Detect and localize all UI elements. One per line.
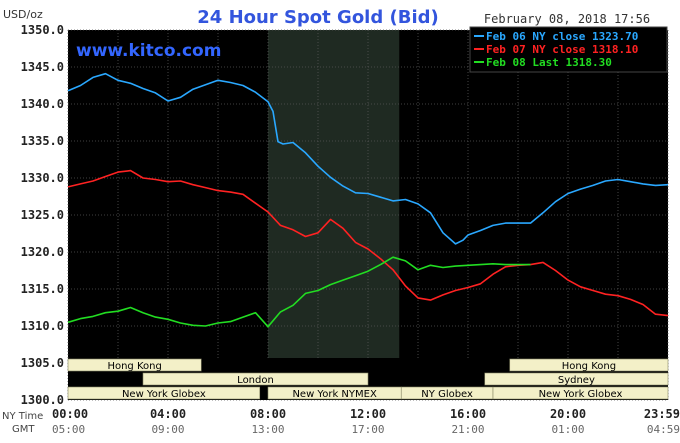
x-tick-label: 04:00: [150, 407, 186, 421]
gmt-tick-label: 21:00: [451, 423, 484, 436]
ny-time-label: NY Time: [2, 411, 43, 422]
series-line-0: [67, 72, 669, 245]
session-bar: [509, 358, 669, 372]
legend-entry-feb06: Feb 06 NY close 1323.70: [486, 30, 638, 43]
watermark: www.kitco.com: [76, 41, 221, 61]
price-series: [67, 72, 669, 328]
session-label: London: [237, 375, 274, 386]
y-tick-label: 1305.0: [21, 356, 64, 370]
session-label: NY Globex: [421, 389, 473, 400]
gmt-tick-label: 17:00: [351, 423, 384, 436]
y-tick-label: 1300.0: [21, 393, 64, 407]
y-tick-label: 1315.0: [21, 282, 64, 296]
x-tick-label: 00:00: [52, 407, 88, 421]
series-line-2: [67, 256, 531, 328]
gmt-tick-label: 13:00: [251, 423, 284, 436]
y-tick-label: 1320.0: [21, 245, 64, 259]
gmt-tick-label: 04:59: [647, 423, 680, 436]
legend-entry-feb08: Feb 08 Last 1318.30: [486, 56, 612, 69]
gmt-tick-label: 09:00: [151, 423, 184, 436]
series-line-1: [67, 169, 669, 317]
y-tick-label: 1340.0: [21, 97, 64, 111]
session-label: Hong Kong: [562, 361, 616, 372]
x-tick-label: 12:00: [350, 407, 386, 421]
y-tick-label: 1330.0: [21, 171, 64, 185]
session-label: New York NYMEX: [292, 389, 377, 400]
x-tick-label: 08:00: [250, 407, 286, 421]
x-tick-label: 23:59: [644, 407, 680, 421]
y-tick-label: 1325.0: [21, 208, 64, 222]
session-label: Hong Kong: [107, 361, 161, 372]
x-axis-ticks: 00:00 05:00 04:00 09:00 08:00 13:00 12:00 17:00…: [52, 407, 680, 436]
session-bar: [67, 358, 202, 372]
x-tick-label: 16:00: [450, 407, 486, 421]
session-label: New York Globex: [539, 389, 623, 400]
y-tick-label: 1335.0: [21, 134, 64, 148]
chart-title: 24 Hour Spot Gold (Bid): [197, 7, 438, 28]
gmt-tick-label: 05:00: [52, 423, 85, 436]
session-label: Sydney: [558, 375, 595, 386]
y-tick-label: 1350.0: [21, 23, 64, 37]
y-unit-label: USD/oz: [3, 8, 43, 21]
legend-entry-feb07: Feb 07 NY close 1318.10: [486, 43, 638, 56]
session-bar: [142, 372, 369, 386]
gmt-label: GMT: [12, 424, 35, 435]
session-label: New York Globex: [122, 389, 206, 400]
session-bar: [484, 372, 669, 386]
legend-box: [469, 26, 668, 73]
legend: Feb 06 NY close 1323.70 Feb 07 NY close …: [469, 26, 668, 73]
market-session-bars: Hong Kong Hong Kong London Sydney New York G…: [67, 358, 669, 400]
y-axis-ticks: 1350.0 1345.0 1340.0 1335.0 1330.0 1325.0 1320…: [21, 23, 64, 407]
chart-timestamp: February 08, 2018 17:56: [484, 12, 650, 26]
x-tick-label: 20:00: [550, 407, 586, 421]
session-bar: [492, 386, 669, 400]
gmt-tick-label: 01:00: [551, 423, 584, 436]
y-tick-label: 1345.0: [21, 60, 64, 74]
session-bar: [67, 386, 261, 400]
y-tick-label: 1310.0: [21, 319, 64, 333]
